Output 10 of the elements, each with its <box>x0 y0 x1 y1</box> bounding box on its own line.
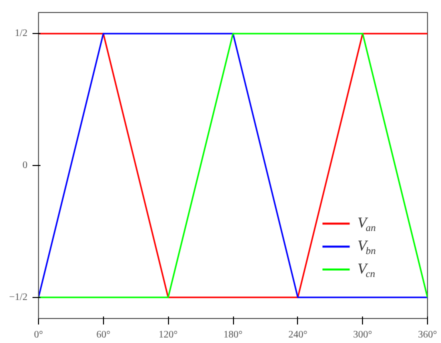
x-tick-label: 360° <box>418 330 437 340</box>
x-tick-label: 240° <box>288 330 308 340</box>
x-tick-label: 300° <box>353 330 372 340</box>
y-tick-label: 1/2 <box>14 28 28 40</box>
x-tick-label: 120° <box>158 330 178 340</box>
y-tick-label: −1/2 <box>9 292 28 303</box>
y-tick-label: 0 <box>22 160 28 171</box>
x-tick-label: 0° <box>34 330 43 340</box>
x-tick-label: 60° <box>96 330 110 340</box>
x-tick-label: 180° <box>224 330 242 340</box>
